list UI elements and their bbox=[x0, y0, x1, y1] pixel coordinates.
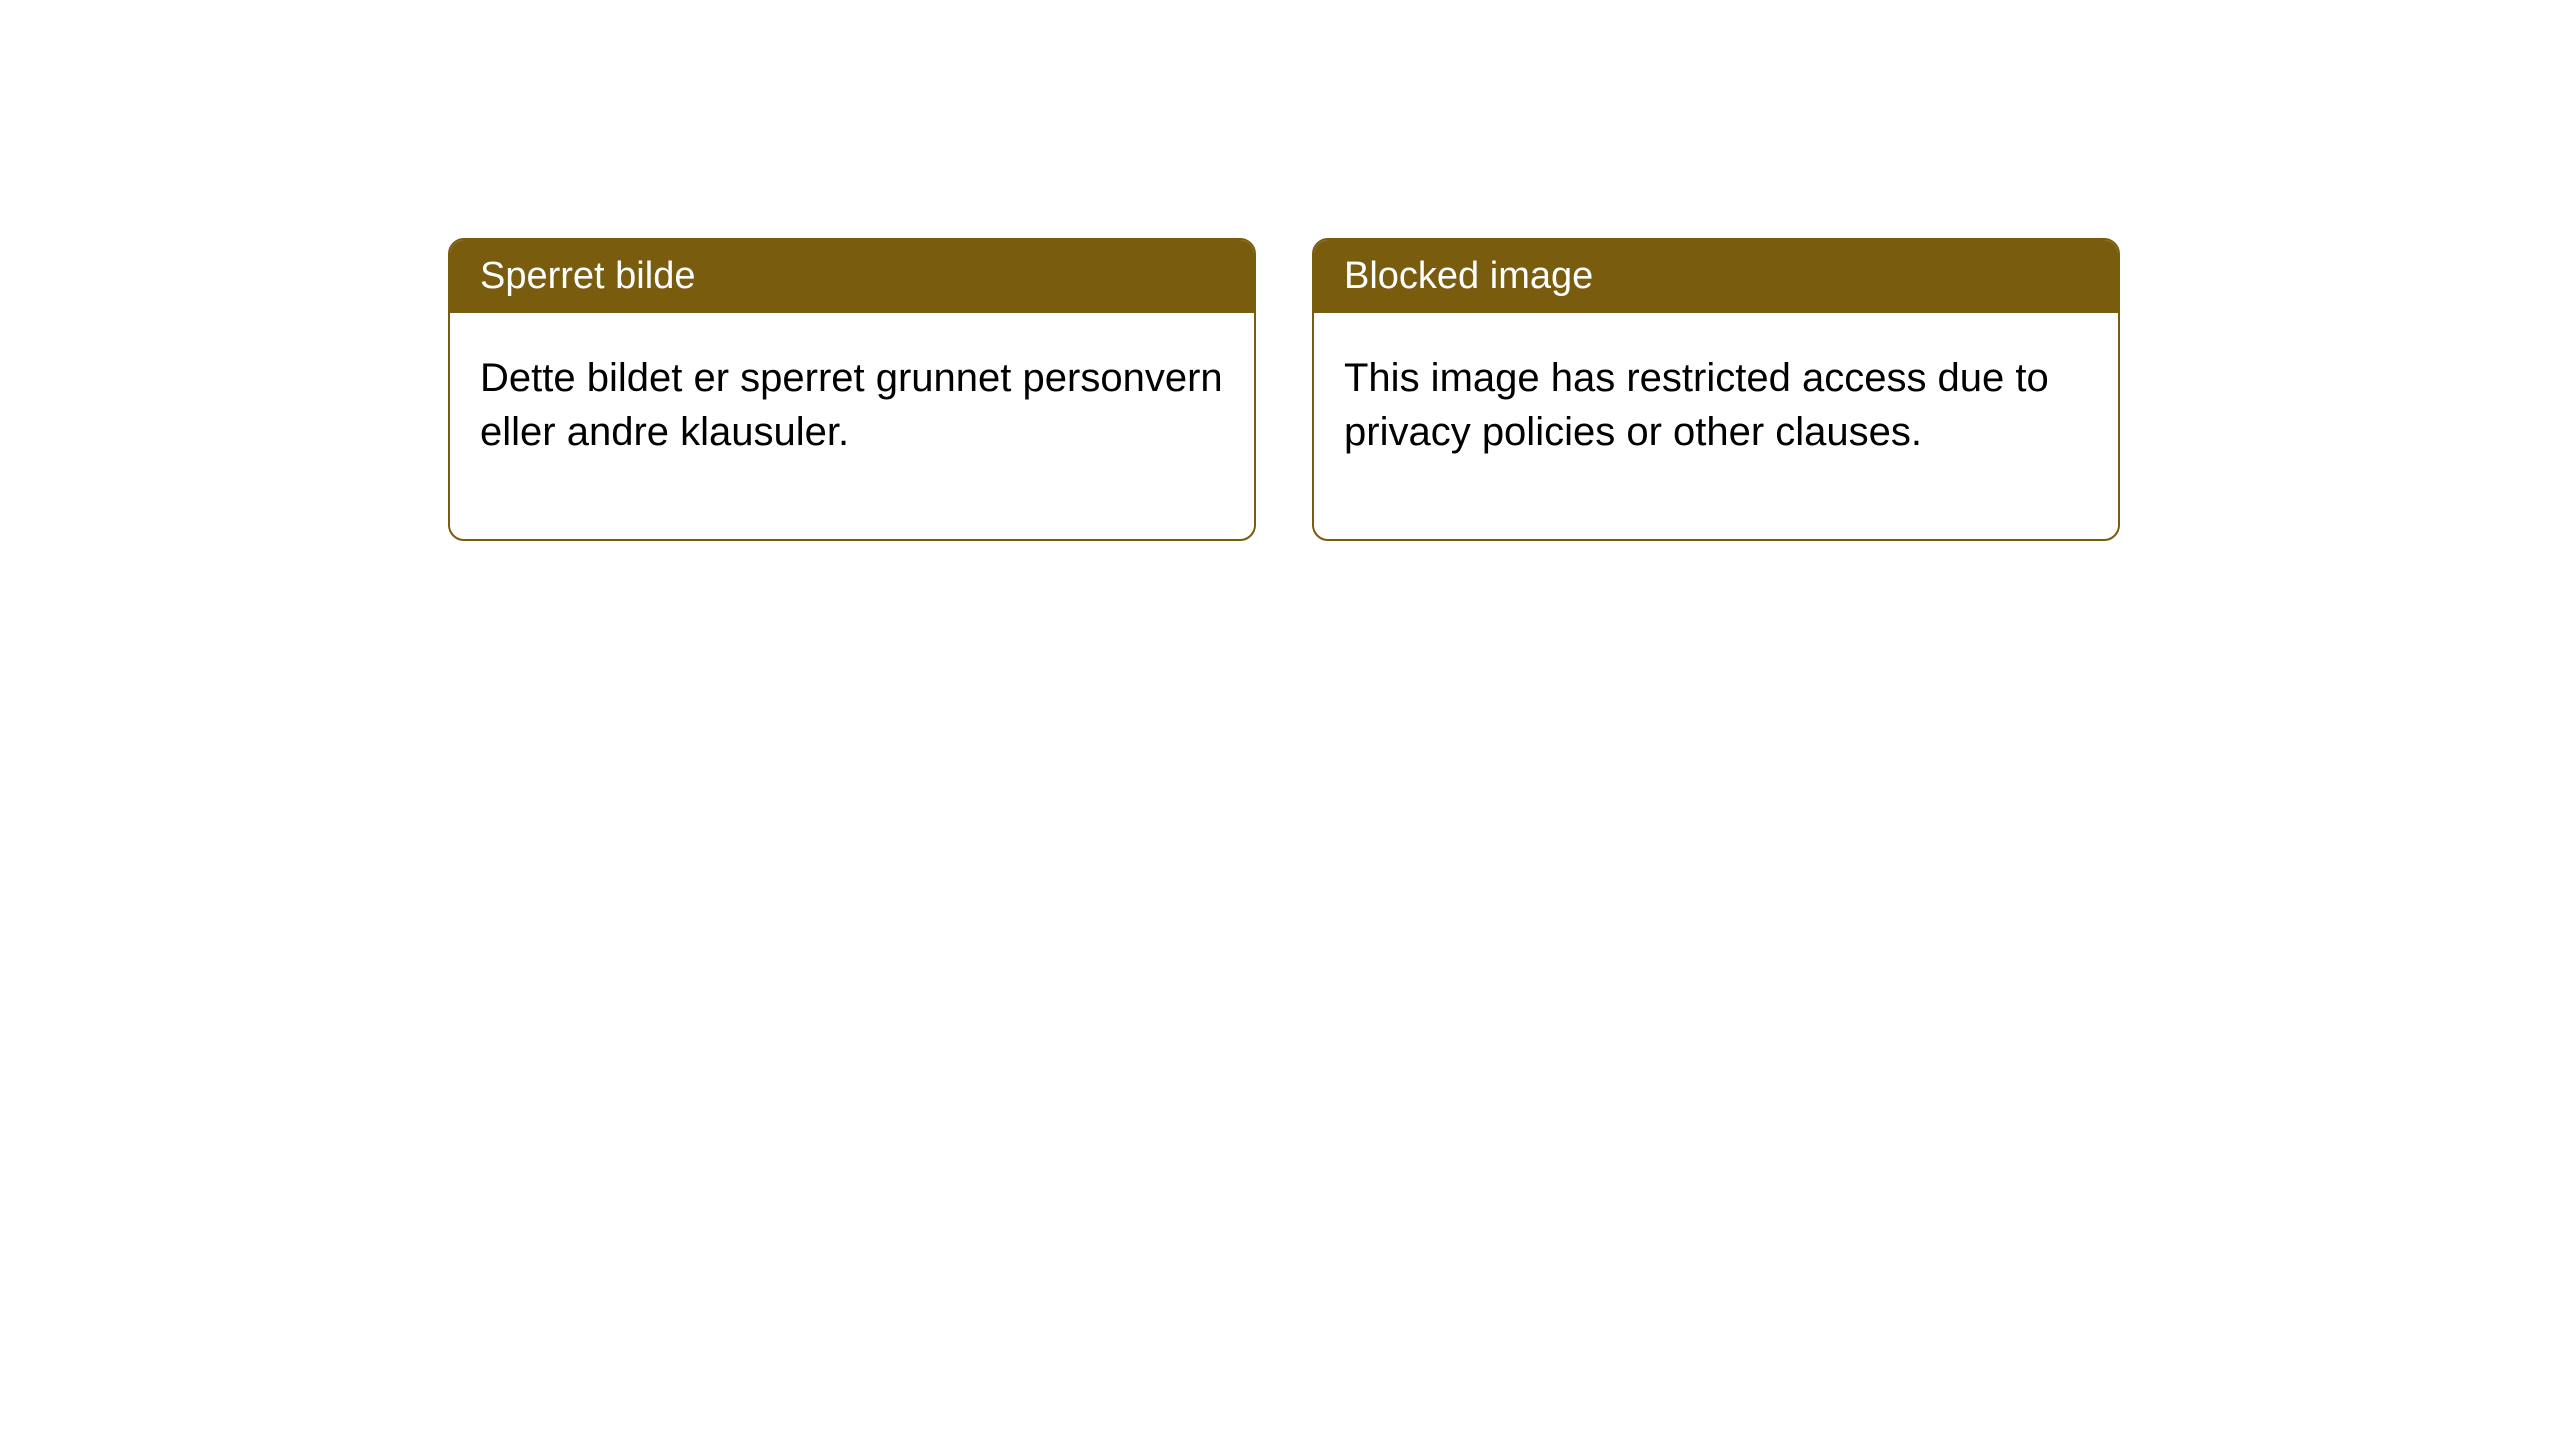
notice-box-norwegian: Sperret bilde Dette bildet er sperret gr… bbox=[448, 238, 1256, 541]
notice-container: Sperret bilde Dette bildet er sperret gr… bbox=[0, 0, 2560, 541]
notice-box-english: Blocked image This image has restricted … bbox=[1312, 238, 2120, 541]
notice-body-english: This image has restricted access due to … bbox=[1314, 313, 2118, 539]
notice-header-english: Blocked image bbox=[1314, 240, 2118, 313]
notice-header-norwegian: Sperret bilde bbox=[450, 240, 1254, 313]
notice-body-norwegian: Dette bildet er sperret grunnet personve… bbox=[450, 313, 1254, 539]
